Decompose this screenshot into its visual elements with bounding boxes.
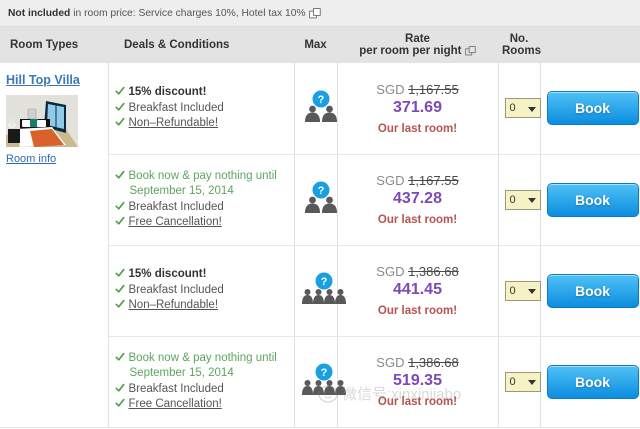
svg-text:?: ?	[320, 367, 327, 379]
svg-text:?: ?	[317, 185, 324, 197]
svg-text:?: ?	[317, 94, 324, 106]
svg-text:?: ?	[320, 276, 327, 288]
